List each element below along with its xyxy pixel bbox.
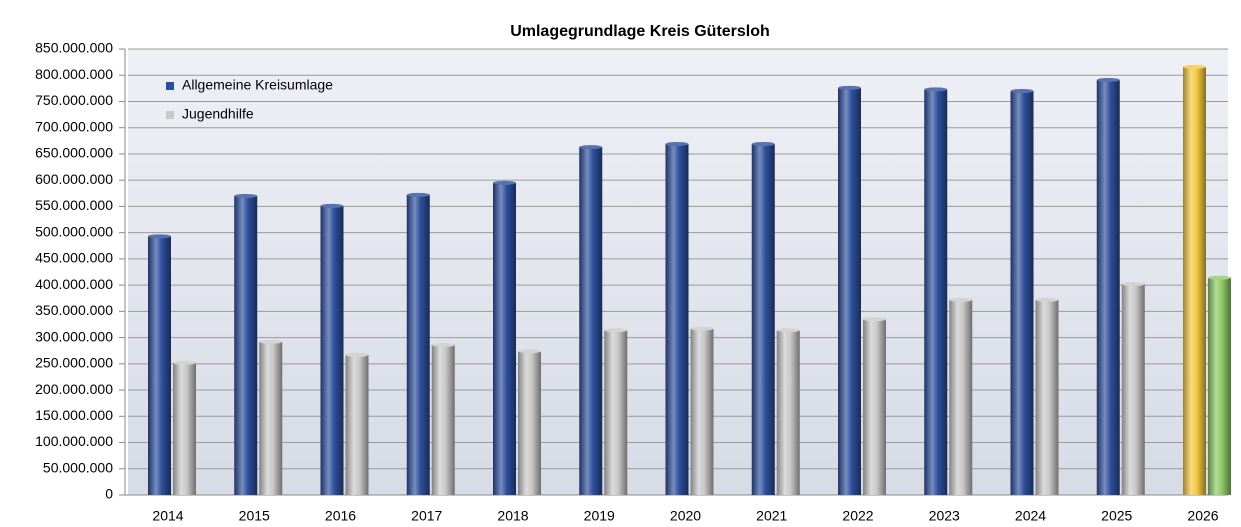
x-tick-label: 2024 <box>1015 508 1046 524</box>
y-tick-label: 350.000.000 <box>35 302 113 318</box>
bar <box>665 143 689 495</box>
y-tick-label: 750.000.000 <box>35 92 113 108</box>
bar <box>518 351 541 495</box>
bar <box>493 182 516 496</box>
x-tick-label: 2015 <box>239 508 270 524</box>
bar <box>1183 66 1206 495</box>
bar <box>406 194 430 496</box>
bar <box>320 205 344 495</box>
x-tick-label: 2014 <box>152 508 183 524</box>
x-tick-label: 2022 <box>842 508 873 524</box>
bar-cap <box>1183 64 1206 69</box>
y-tick-label: 150.000.000 <box>35 407 113 423</box>
legend-swatch <box>166 111 174 119</box>
bar <box>431 344 455 495</box>
x-tick-label: 2017 <box>411 508 442 524</box>
bar-cap <box>751 141 775 146</box>
bar <box>863 319 886 495</box>
bar-cap <box>320 203 344 208</box>
bar-cap <box>863 317 886 322</box>
bar <box>1208 277 1231 495</box>
legend-label: Allgemeine Kreisumlage <box>182 77 333 93</box>
bar-cap <box>579 145 603 150</box>
y-tick-label: 550.000.000 <box>35 197 113 213</box>
bar <box>345 354 369 495</box>
bar <box>604 330 628 495</box>
y-tick-label: 650.000.000 <box>35 145 113 161</box>
y-tick-label: 850.000.000 <box>35 40 113 56</box>
bar-cap <box>924 87 948 92</box>
y-tick-label: 800.000.000 <box>35 66 113 82</box>
y-tick-label: 700.000.000 <box>35 118 113 134</box>
x-tick-label: 2025 <box>1101 508 1132 524</box>
y-tick-label: 500.000.000 <box>35 223 113 239</box>
bar <box>838 87 861 495</box>
bar-cap <box>776 328 800 333</box>
bar <box>148 236 171 495</box>
bar <box>924 89 948 496</box>
bar-cap <box>665 141 689 146</box>
bar <box>1121 284 1145 495</box>
bar-cap <box>148 234 171 239</box>
y-tick-label: 250.000.000 <box>35 355 113 371</box>
bar-cap <box>1010 88 1034 93</box>
bar <box>234 195 258 495</box>
bar-cap <box>690 326 714 331</box>
x-tick-label: 2016 <box>325 508 356 524</box>
bar-cap <box>1035 297 1059 302</box>
y-tick-label: 300.000.000 <box>35 328 113 344</box>
x-tick-label: 2023 <box>929 508 960 524</box>
bar-cap <box>234 193 258 198</box>
chart-title: Umlagegrundlage Kreis Gütersloh <box>510 23 770 40</box>
y-tick-label: 450.000.000 <box>35 250 113 266</box>
bar-cap <box>1121 282 1145 287</box>
bar <box>259 341 283 495</box>
bar-cap <box>259 339 283 344</box>
x-tick-label: 2021 <box>756 508 787 524</box>
y-tick-label: 0 <box>105 486 113 502</box>
bar-cap <box>345 352 369 357</box>
x-tick-label: 2026 <box>1187 508 1218 524</box>
y-tick-label: 50.000.000 <box>43 459 113 475</box>
bar <box>690 328 714 495</box>
bar-cap <box>406 192 430 197</box>
x-tick-label: 2018 <box>497 508 528 524</box>
x-tick-label: 2019 <box>584 508 615 524</box>
bar-cap <box>949 297 973 302</box>
bar-cap <box>838 85 861 90</box>
bar <box>949 299 973 495</box>
bar-cap <box>1208 275 1231 280</box>
bar <box>1035 299 1059 495</box>
bar <box>1096 79 1120 496</box>
legend-swatch <box>166 82 174 90</box>
y-tick-label: 600.000.000 <box>35 171 113 187</box>
y-tick-label: 400.000.000 <box>35 276 113 292</box>
y-tick-label: 100.000.000 <box>35 433 113 449</box>
x-tick-label: 2020 <box>670 508 701 524</box>
bar <box>751 143 775 495</box>
bar <box>1010 90 1034 495</box>
legend-label: Jugendhilfe <box>182 106 254 122</box>
bar <box>776 330 800 495</box>
bar-cap <box>518 349 541 354</box>
bar-cap <box>173 360 196 365</box>
bar <box>173 362 196 495</box>
bar-cap <box>431 342 455 347</box>
y-tick-label: 200.000.000 <box>35 381 113 397</box>
bar-cap <box>1096 77 1120 82</box>
bar-cap <box>493 180 516 185</box>
bar <box>579 147 603 495</box>
bar-cap <box>604 328 628 333</box>
